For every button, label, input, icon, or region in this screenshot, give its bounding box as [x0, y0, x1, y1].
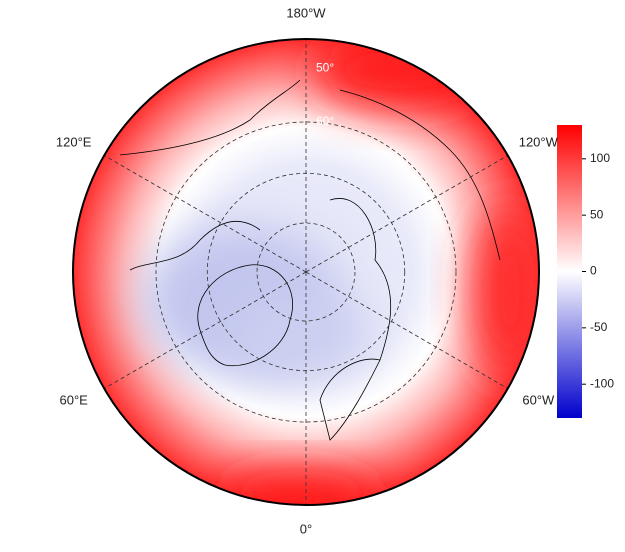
colorbar-tick-label: 100: [590, 151, 610, 165]
meridian: [104, 155, 307, 273]
meridian-label: 60°E: [60, 392, 89, 407]
meridian-label: 0°: [300, 521, 312, 536]
parallel-label: 60°: [316, 114, 334, 128]
map-border: [72, 38, 540, 506]
parallel: [155, 121, 457, 423]
meridian: [104, 271, 307, 389]
meridian-label: 60°W: [522, 392, 555, 407]
graticule: [104, 39, 508, 505]
colorbar-tick-label: -50: [590, 320, 608, 334]
meridian-label: 120°W: [519, 134, 559, 149]
meridian-label: 120°E: [56, 134, 92, 149]
colorbar-tick-label: -100: [590, 376, 614, 390]
colorbar-tick-label: 0: [590, 264, 597, 278]
field: [73, 39, 539, 505]
meridian-label: 180°W: [286, 5, 326, 20]
parallel-label: 50°: [316, 60, 334, 74]
meridian: [305, 271, 508, 389]
colorbar: [557, 125, 582, 418]
meridian: [305, 155, 508, 273]
labels: 180°W 120°W 120°E 60°W 60°E 0° 50° 60° -100 -50 0 5…: [56, 5, 614, 536]
parallel: [256, 222, 356, 322]
colorbar-tick-label: 50: [590, 207, 604, 221]
